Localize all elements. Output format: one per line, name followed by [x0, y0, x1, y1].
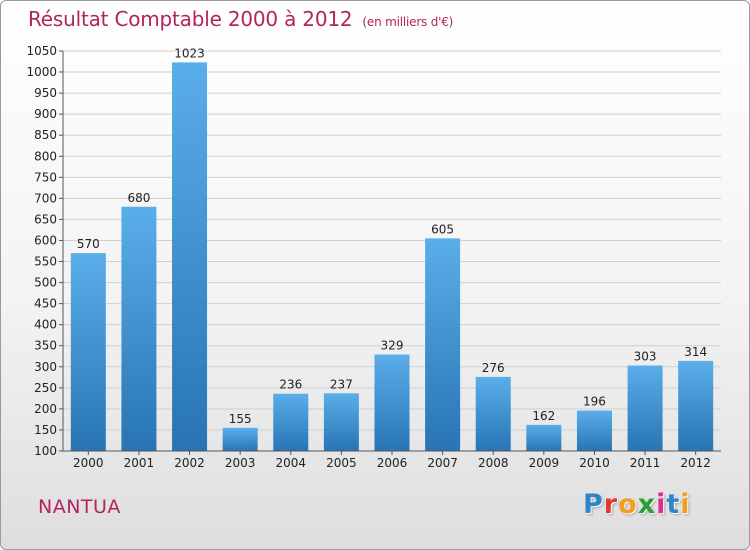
y-tick-label: 700: [34, 191, 57, 205]
x-tick-label-2012: 2012: [680, 456, 711, 470]
bar-value-label-2008: 276: [482, 361, 505, 375]
bar-value-label-2012: 314: [684, 345, 707, 359]
logo-letter: P: [583, 489, 604, 520]
y-tick-label: 200: [34, 402, 57, 416]
bar-2001: [121, 206, 157, 451]
x-tick-label-2000: 2000: [73, 456, 104, 470]
bars: 570 680 1023 155 236 237 329 605 276 162 196 303 314: [70, 46, 714, 452]
y-tick-label: 400: [34, 318, 57, 332]
y-tick-label: 350: [34, 339, 57, 353]
chart-title: Résultat Comptable 2000 à 2012 (en millie…: [28, 7, 453, 31]
x-axis: 2000 2001 2002 2003 2004 2005 2006 2007 2008 2009…: [63, 450, 721, 470]
y-tick-label: 650: [34, 212, 57, 226]
x-tick-label-2010: 2010: [579, 456, 610, 470]
y-tick-label: 600: [34, 233, 57, 247]
x-tick-label-2011: 2011: [630, 456, 661, 470]
x-tick-label-2002: 2002: [174, 456, 205, 470]
logo-letter: r: [603, 489, 619, 520]
y-tick-label: 500: [34, 276, 57, 290]
bar-2007: [425, 238, 461, 451]
x-tick-label-2007: 2007: [427, 456, 458, 470]
x-tick-label-2003: 2003: [225, 456, 256, 470]
bar-2005: [323, 393, 359, 451]
bar-2009: [526, 424, 562, 451]
y-tick-label: 250: [34, 381, 57, 395]
x-tick-label-2009: 2009: [529, 456, 560, 470]
y-tick-label: 550: [34, 255, 57, 269]
chart-title-unit: (en milliers d'€): [362, 15, 454, 29]
logo-letter: i: [680, 489, 691, 520]
bar-value-label-2004: 236: [279, 378, 302, 392]
bar-2003: [222, 427, 258, 451]
y-tick-label: 300: [34, 360, 57, 374]
bar-value-label-2003: 155: [229, 412, 252, 426]
x-tick-label-2006: 2006: [377, 456, 408, 470]
bar-value-label-2007: 605: [431, 222, 454, 236]
bar-2010: [576, 410, 612, 451]
commune-name: NANTUA: [38, 496, 121, 518]
bar-2012: [678, 360, 714, 451]
bar-value-label-2001: 680: [127, 191, 150, 205]
y-axis: 100 150 200 250 300 350 400 450 500 550 600 650 700 7…: [26, 44, 64, 458]
bar-2004: [273, 393, 309, 451]
logo-letter: i: [656, 489, 667, 520]
chart-title-text: Résultat Comptable 2000 à 2012: [28, 7, 353, 31]
bar-2006: [374, 354, 410, 451]
y-tick-label: 1000: [26, 65, 57, 79]
bar-2008: [475, 376, 511, 451]
y-tick-label: 850: [34, 128, 57, 142]
bar-value-label-2002: 1023: [174, 46, 205, 60]
bar-2000: [70, 253, 106, 451]
y-tick-label: 450: [34, 297, 57, 311]
y-tick-label: 900: [34, 107, 57, 121]
bar-value-label-2000: 570: [77, 237, 100, 251]
logo-letter: t: [666, 489, 681, 520]
x-tick-label-2005: 2005: [326, 456, 357, 470]
y-tick-label: 1050: [26, 44, 57, 58]
logo-letter: o: [618, 489, 638, 520]
x-tick-label-2004: 2004: [275, 456, 306, 470]
x-tick-label-2008: 2008: [478, 456, 509, 470]
x-tick-label-2001: 2001: [124, 456, 155, 470]
bar-value-label-2009: 162: [532, 409, 555, 423]
y-tick-label: 950: [34, 86, 57, 100]
bar-value-label-2006: 329: [381, 339, 404, 353]
proxiti-logo[interactable]: Proxiti: [583, 489, 691, 520]
y-tick-label: 800: [34, 149, 57, 163]
bar-value-label-2005: 237: [330, 377, 353, 391]
y-tick-label: 100: [34, 444, 57, 458]
bar-2002: [172, 62, 208, 452]
bar-value-label-2010: 196: [583, 395, 606, 409]
y-tick-label: 750: [34, 170, 57, 184]
logo-letter: x: [637, 489, 657, 520]
bar-value-label-2011: 303: [634, 350, 657, 364]
bar-2011: [627, 365, 663, 451]
y-tick-label: 150: [34, 423, 57, 437]
